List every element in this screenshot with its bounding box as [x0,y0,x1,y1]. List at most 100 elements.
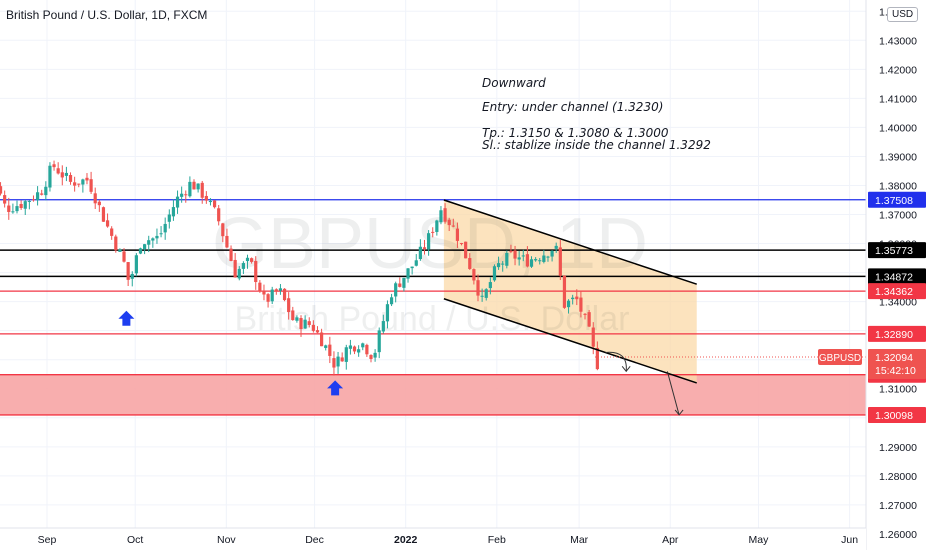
candle-body [525,254,529,267]
candle-body [406,268,410,279]
candle-body [93,193,97,204]
x-tick-label: Jun [841,534,858,546]
candles [0,160,599,376]
svg-text:1.30098: 1.30098 [875,410,913,422]
x-tick-label: May [749,534,770,546]
candle-body [496,263,501,268]
candle-body [328,344,332,356]
y-tick-label: 1.29000 [879,442,917,454]
candle-body [431,231,435,233]
candle-body [85,177,89,181]
channel-lower-line[interactable] [443,298,697,384]
up-arrow-icon [327,380,344,396]
candle-body [464,241,468,259]
candle-body [68,175,73,182]
candle-body [575,296,579,300]
candle-body [204,195,208,201]
currency-button[interactable]: USD [887,7,919,22]
price-label-1.32890: 1.32890 [868,325,926,342]
candle-body [402,277,406,288]
candle-body [492,266,497,281]
candle-body [377,330,381,353]
candle-body [241,263,245,269]
annotation-line-4: Sl.: stablize inside the channel 1.3292 [482,138,711,152]
candle-body [114,236,118,251]
candle-body [105,220,110,227]
candle-body [122,251,126,262]
candle-body [295,317,299,321]
candle-body [505,253,509,266]
candle-body [513,250,517,259]
candle-body [3,195,7,204]
candle-body [278,288,283,291]
price-label-1.30098: 1.30098 [868,406,926,423]
candle-body [534,259,538,261]
candle-body [427,233,431,250]
candle-body [422,247,427,249]
candle-body [245,257,250,262]
candle-body [19,203,23,208]
candle-body [44,186,48,196]
projection-arrow [666,371,684,416]
candle-body [435,220,439,232]
candle-body [488,282,492,289]
svg-text:1.34362: 1.34362 [875,286,913,298]
candle-body [229,248,233,261]
candle-body [344,347,348,362]
symbol-tag: GBPUSD [818,348,862,365]
svg-text:1.34872: 1.34872 [875,271,913,283]
candle-body [468,258,472,269]
price-label-1.35773: 1.35773 [868,242,926,259]
candle-body [459,243,464,245]
candle-body [155,235,159,239]
candle-body [266,294,270,302]
candle-body [101,207,106,222]
time-axis[interactable] [0,528,866,550]
candle-body [188,181,192,197]
x-tick-label: Mar [570,534,589,546]
candle-body [542,255,546,262]
candle-body [287,298,291,313]
candle-body [554,245,558,249]
candle-body [200,182,204,198]
candle-body [517,257,521,260]
candle-body [476,280,480,296]
candle-body [303,319,307,329]
candle-body [184,194,188,196]
candle-body [340,357,344,362]
candle-body [175,196,180,208]
channel-upper-line[interactable] [443,199,697,285]
candle-body [138,248,143,254]
projection-arrow [605,351,631,373]
candle-body [15,206,19,212]
candle-body [254,260,258,283]
candle-body [398,283,402,287]
annotation-line-1: Downward [482,76,546,90]
candle-body [373,352,377,358]
svg-text:1.35773: 1.35773 [875,245,913,257]
candle-body [348,345,353,349]
svg-text:GBPUSD: GBPUSD [819,353,861,364]
candle-body [192,181,196,190]
candle-body [60,172,64,178]
candle-body [332,358,336,368]
up-arrow-icon [118,310,135,326]
y-tick-label: 1.38000 [879,180,917,192]
candle-body [73,182,77,186]
candle-body [315,330,320,333]
candle-body [443,208,447,222]
candle-body [529,259,534,267]
candle-body [237,268,241,279]
candle-body [282,288,287,301]
candle-body [11,211,15,213]
candle-body [311,324,315,331]
candle-body [163,223,167,233]
y-tick-label: 1.39000 [879,151,917,163]
y-tick-label: 1.41000 [879,93,917,105]
candle-body [414,260,418,266]
candle-body [134,255,138,274]
candle-body [56,168,60,174]
candle-body [472,269,476,281]
candle-body [385,304,390,322]
